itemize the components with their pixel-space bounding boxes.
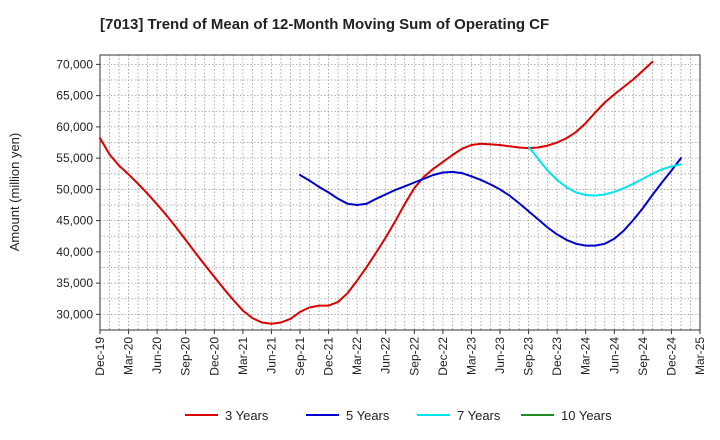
y-axis-ticks: 30,000 35,000 40,000 45,000 50,000 55,000 60,0…	[56, 57, 100, 321]
x-tick-label: Sep-23	[522, 337, 536, 376]
y-tick-label: 65,000	[56, 89, 93, 103]
x-tick-label: Dec-22	[436, 337, 450, 376]
x-tick-label: Dec-19	[93, 337, 107, 376]
x-tick-label: Sep-22	[407, 337, 421, 376]
series-line-3-years	[99, 60, 654, 325]
grid-lines	[100, 55, 700, 331]
x-tick-label: Jun-22	[379, 337, 393, 374]
x-tick-label: Dec-21	[322, 337, 336, 376]
x-tick-label: Sep-20	[179, 337, 193, 376]
x-tick-label: Jun-23	[493, 337, 507, 374]
y-tick-label: 30,000	[56, 307, 93, 321]
chart-title: [7013] Trend of Mean of 12-Month Moving …	[100, 16, 549, 33]
x-tick-label: Jun-21	[264, 337, 278, 374]
y-axis-label: Amount (million yen)	[7, 133, 22, 252]
legend-label-5-years: 5 Years	[346, 408, 390, 423]
x-tick-label: Jun-20	[150, 337, 164, 374]
x-tick-label: Dec-24	[664, 337, 678, 376]
x-axis-ticks: Dec-19 Mar-20 Jun-20 Sep-20 Dec-20 Mar-21 Jun-…	[93, 330, 707, 376]
y-tick-label: 45,000	[56, 214, 93, 228]
x-tick-label: Mar-25	[693, 337, 707, 375]
x-tick-label: Sep-21	[293, 337, 307, 376]
plot-area	[99, 54, 701, 331]
x-tick-label: Mar-21	[236, 337, 250, 375]
x-tick-label: Mar-23	[464, 337, 478, 375]
x-tick-label: Jun-24	[607, 337, 621, 374]
y-tick-label: 40,000	[56, 245, 93, 259]
y-tick-label: 35,000	[56, 276, 93, 290]
series-line-7-years	[527, 145, 682, 197]
series-line-5-years	[299, 157, 682, 247]
series-lines	[99, 60, 682, 325]
legend-label-3-years: 3 Years	[225, 408, 269, 423]
x-tick-label: Dec-20	[207, 337, 221, 376]
legend: 3 Years 5 Years 7 Years 10 Years	[185, 408, 612, 423]
legend-label-10-years: 10 Years	[561, 408, 612, 423]
x-tick-label: Mar-22	[350, 337, 364, 375]
x-tick-label: Mar-20	[122, 337, 136, 375]
legend-label-7-years: 7 Years	[457, 408, 501, 423]
y-tick-label: 60,000	[56, 120, 93, 134]
x-tick-label: Dec-23	[550, 337, 564, 376]
x-tick-label: Sep-24	[636, 337, 650, 376]
y-tick-label: 55,000	[56, 151, 93, 165]
y-tick-label: 50,000	[56, 182, 93, 196]
x-tick-label: Mar-24	[579, 337, 593, 375]
y-tick-label: 70,000	[56, 57, 93, 71]
